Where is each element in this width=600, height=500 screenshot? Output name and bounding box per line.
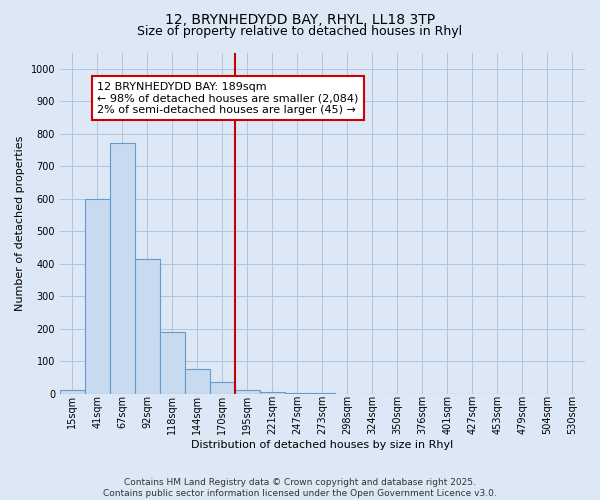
Bar (285, 393, 310, 394)
Text: Size of property relative to detached houses in Rhyl: Size of property relative to detached ho… (137, 25, 463, 38)
Bar (160, 332, 185, 394)
Text: 12, BRYNHEDYDD BAY, RHYL, LL18 3TP: 12, BRYNHEDYDD BAY, RHYL, LL18 3TP (165, 12, 435, 26)
Bar (85, 198, 110, 394)
X-axis label: Distribution of detached houses by size in Rhyl: Distribution of detached houses by size … (191, 440, 454, 450)
Bar (210, 382, 235, 394)
Bar (60, 390, 85, 394)
Bar (110, 144, 135, 394)
Bar (235, 390, 260, 394)
Bar (185, 370, 210, 394)
Bar (135, 259, 160, 394)
Text: Contains HM Land Registry data © Crown copyright and database right 2025.
Contai: Contains HM Land Registry data © Crown c… (103, 478, 497, 498)
Bar (260, 392, 285, 394)
Text: 12 BRYNHEDYDD BAY: 189sqm
← 98% of detached houses are smaller (2,084)
2% of sem: 12 BRYNHEDYDD BAY: 189sqm ← 98% of detac… (97, 82, 359, 115)
Y-axis label: Number of detached properties: Number of detached properties (15, 136, 25, 311)
